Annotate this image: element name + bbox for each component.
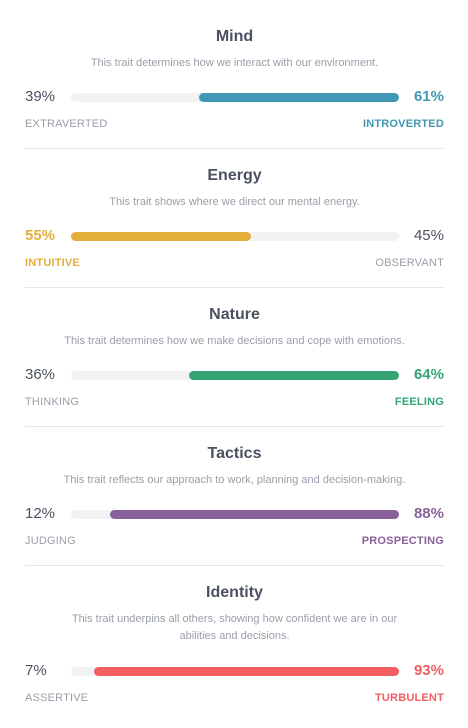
trait-title: Identity bbox=[206, 584, 263, 601]
left-percent: 7% bbox=[25, 662, 47, 679]
right-percent: 61% bbox=[413, 88, 444, 105]
trait-labels: JUDGING PROSPECTING bbox=[25, 533, 444, 549]
trait-meter-fill bbox=[93, 667, 399, 676]
trait-bar-row: 12% 88% bbox=[25, 504, 444, 524]
trait-tactics: Tactics This trait reflects our approach… bbox=[25, 444, 444, 547]
trait-description: This trait determines how we make decisi… bbox=[64, 335, 405, 347]
right-trait-label: PROSPECTING bbox=[361, 535, 444, 547]
trait-meter bbox=[71, 371, 399, 380]
left-trait-label: ASSERTIVE bbox=[25, 692, 89, 704]
trait-meter bbox=[71, 232, 399, 241]
left-percent: 39% bbox=[25, 88, 56, 105]
section-divider bbox=[25, 426, 444, 427]
right-trait-label: FEELING bbox=[394, 396, 444, 408]
trait-mind: Mind This trait determines how we intera… bbox=[25, 27, 444, 130]
trait-description: This trait reflects our approach to work… bbox=[63, 474, 406, 486]
left-percent: 12% bbox=[25, 505, 56, 522]
trait-meter-fill bbox=[189, 371, 399, 380]
left-trait-label: JUDGING bbox=[25, 535, 76, 547]
trait-labels: INTUITIVE OBSERVANT bbox=[25, 255, 444, 271]
trait-title: Mind bbox=[215, 28, 254, 45]
right-percent: 93% bbox=[413, 662, 444, 679]
right-trait-label: INTROVERTED bbox=[362, 118, 444, 130]
trait-meter-fill bbox=[71, 232, 252, 241]
trait-title: Energy bbox=[207, 167, 262, 184]
trait-description-line-1: This trait underpins all others, showing… bbox=[71, 613, 398, 625]
trait-nature: Nature This trait determines how we make… bbox=[25, 305, 444, 408]
trait-meter bbox=[71, 93, 399, 102]
left-trait-label: EXTRAVERTED bbox=[25, 118, 108, 130]
trait-labels: ASSERTIVE TURBULENT bbox=[25, 690, 444, 706]
trait-meter bbox=[71, 667, 399, 676]
right-percent: 64% bbox=[413, 366, 444, 383]
trait-energy: Energy This trait shows where we direct … bbox=[25, 166, 444, 269]
trait-description: This trait shows where we direct our men… bbox=[109, 196, 360, 208]
trait-meter-fill bbox=[110, 510, 399, 519]
trait-description: This trait determines how we interact wi… bbox=[90, 57, 379, 69]
trait-labels: THINKING FEELING bbox=[25, 394, 444, 410]
trait-bar-row: 7% 93% bbox=[25, 661, 444, 681]
trait-bar-row: 36% 64% bbox=[25, 365, 444, 385]
trait-title: Tactics bbox=[207, 445, 262, 462]
left-percent: 36% bbox=[25, 366, 56, 383]
trait-bar-row: 55% 45% bbox=[25, 226, 444, 246]
right-trait-label: OBSERVANT bbox=[375, 257, 444, 269]
trait-meter bbox=[71, 510, 399, 519]
trait-description-line-2: abilities and decisions. bbox=[179, 630, 290, 642]
left-trait-label: THINKING bbox=[25, 396, 80, 408]
section-divider bbox=[25, 148, 444, 149]
left-trait-label: INTUITIVE bbox=[25, 257, 80, 269]
trait-meter-fill bbox=[198, 93, 399, 102]
right-trait-label: TURBULENT bbox=[374, 692, 444, 704]
trait-identity: Identity This trait underpins all others… bbox=[25, 583, 444, 704]
trait-title: Nature bbox=[209, 306, 260, 323]
left-percent: 55% bbox=[25, 227, 56, 244]
trait-labels: EXTRAVERTED INTROVERTED bbox=[25, 116, 444, 132]
section-divider bbox=[25, 565, 444, 566]
right-percent: 88% bbox=[413, 505, 444, 522]
section-divider bbox=[25, 287, 444, 288]
right-percent: 45% bbox=[413, 227, 444, 244]
trait-bar-row: 39% 61% bbox=[25, 87, 444, 107]
